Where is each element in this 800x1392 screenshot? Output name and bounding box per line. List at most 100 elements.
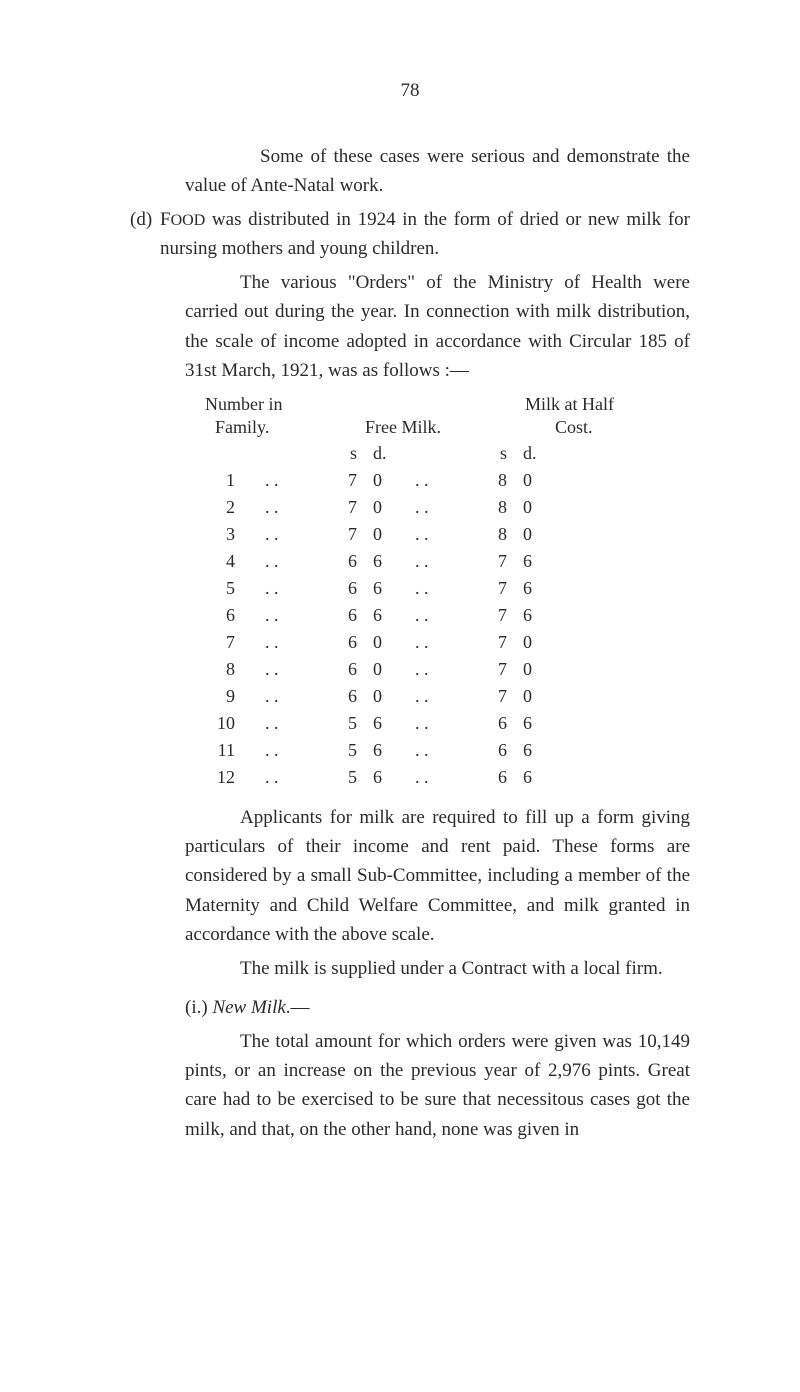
th-free-milk: Free Milk. (365, 417, 525, 438)
row-dots: . . (265, 494, 325, 521)
row-dots: . . (415, 521, 475, 548)
row-num: 5 (185, 575, 265, 602)
section-i-label: (i.) (185, 997, 208, 1018)
row-s1: 5 (325, 764, 365, 791)
row-s1: 7 (325, 521, 365, 548)
row-num: 11 (185, 737, 265, 764)
row-d1: 6 (365, 764, 415, 791)
row-d1: 6 (365, 602, 415, 629)
row-d2: 0 (515, 656, 555, 683)
row-dots: . . (415, 737, 475, 764)
row-d1: 0 (365, 494, 415, 521)
row-s2: 7 (475, 575, 515, 602)
row-d2: 0 (515, 521, 555, 548)
table-row: 2. .70. .80 (185, 494, 690, 521)
row-d2: 6 (515, 764, 555, 791)
row-dots: . . (265, 710, 325, 737)
row-s1: 6 (325, 683, 365, 710)
row-num: 10 (185, 710, 265, 737)
row-s1: 6 (325, 656, 365, 683)
row-dots: . . (415, 764, 475, 791)
row-num: 2 (185, 494, 265, 521)
row-dots: . . (265, 521, 325, 548)
row-dots: . . (265, 629, 325, 656)
row-s2: 8 (475, 494, 515, 521)
sub-d1: d. (365, 440, 415, 467)
d-text: FOOD was distributed in 1924 in the form… (160, 205, 690, 264)
row-s1: 5 (325, 737, 365, 764)
paragraph-4: Applicants for milk are required to fill… (130, 803, 690, 950)
table-row: 5. .66. .76 (185, 575, 690, 602)
th-milk-half: Milk at Half (525, 394, 685, 415)
para2b: was distributed in 1924 in the form of d… (160, 209, 690, 259)
sub-d2: d. (515, 440, 555, 467)
d-marker: (d) (130, 205, 160, 264)
table-row: 7. .60. .70 (185, 629, 690, 656)
row-d2: 6 (515, 737, 555, 764)
row-num: 12 (185, 764, 265, 791)
row-d2: 6 (515, 710, 555, 737)
row-s2: 7 (475, 548, 515, 575)
row-s2: 7 (475, 656, 515, 683)
row-d1: 6 (365, 737, 415, 764)
table-row: 9. .60. .70 (185, 683, 690, 710)
sub-s1: s (325, 440, 365, 467)
row-dots: . . (415, 656, 475, 683)
row-s1: 7 (325, 494, 365, 521)
row-d1: 6 (365, 710, 415, 737)
paragraph-1: Some of these cases were serious and dem… (130, 142, 690, 201)
row-s1: 6 (325, 629, 365, 656)
row-dots: . . (415, 494, 475, 521)
row-d1: 0 (365, 656, 415, 683)
row-s2: 6 (475, 710, 515, 737)
row-s2: 7 (475, 602, 515, 629)
row-num: 6 (185, 602, 265, 629)
table-row: 6. .66. .76 (185, 602, 690, 629)
row-s2: 6 (475, 737, 515, 764)
row-num: 1 (185, 467, 265, 494)
row-dots: . . (265, 656, 325, 683)
row-num: 4 (185, 548, 265, 575)
row-dots: . . (415, 467, 475, 494)
row-s2: 6 (475, 764, 515, 791)
row-dots: . . (265, 467, 325, 494)
table-row: 12. .56. .66 (185, 764, 690, 791)
row-s1: 6 (325, 575, 365, 602)
th-number-in: Number in (185, 394, 365, 415)
row-d1: 0 (365, 683, 415, 710)
row-s1: 6 (325, 602, 365, 629)
row-dots: . . (265, 575, 325, 602)
row-dots: . . (265, 602, 325, 629)
row-s2: 7 (475, 683, 515, 710)
row-d2: 0 (515, 494, 555, 521)
th-family: Family. (185, 417, 365, 438)
row-d1: 0 (365, 467, 415, 494)
table-row: 11. .56. .66 (185, 737, 690, 764)
row-dots: . . (415, 710, 475, 737)
row-dots: . . (415, 575, 475, 602)
row-num: 3 (185, 521, 265, 548)
table-row: 4. .66. .76 (185, 548, 690, 575)
row-s1: 6 (325, 548, 365, 575)
row-dots: . . (415, 683, 475, 710)
food-f: F (160, 209, 171, 230)
section-i-heading: (i.) New Milk.— (130, 993, 690, 1022)
row-s1: 7 (325, 467, 365, 494)
milk-cost-table: Number in Milk at Half Family. Free Milk… (185, 394, 690, 791)
table-subheader: s d. s d. (185, 440, 690, 467)
sub-s2: s (475, 440, 515, 467)
row-s2: 7 (475, 629, 515, 656)
section-i-dash: .— (286, 997, 310, 1018)
row-d1: 0 (365, 629, 415, 656)
row-dots: . . (265, 737, 325, 764)
row-d2: 6 (515, 548, 555, 575)
paragraph-3: The various "Orders" of the Ministry of … (130, 268, 690, 386)
paragraph-d: (d) FOOD was distributed in 1924 in the … (130, 205, 690, 264)
row-d2: 0 (515, 629, 555, 656)
row-dots: . . (265, 683, 325, 710)
table-body: 1. .70. .802. .70. .803. .70. .804. .66.… (185, 467, 690, 791)
row-d2: 6 (515, 575, 555, 602)
row-dots: . . (265, 764, 325, 791)
row-s1: 5 (325, 710, 365, 737)
row-dots: . . (415, 629, 475, 656)
